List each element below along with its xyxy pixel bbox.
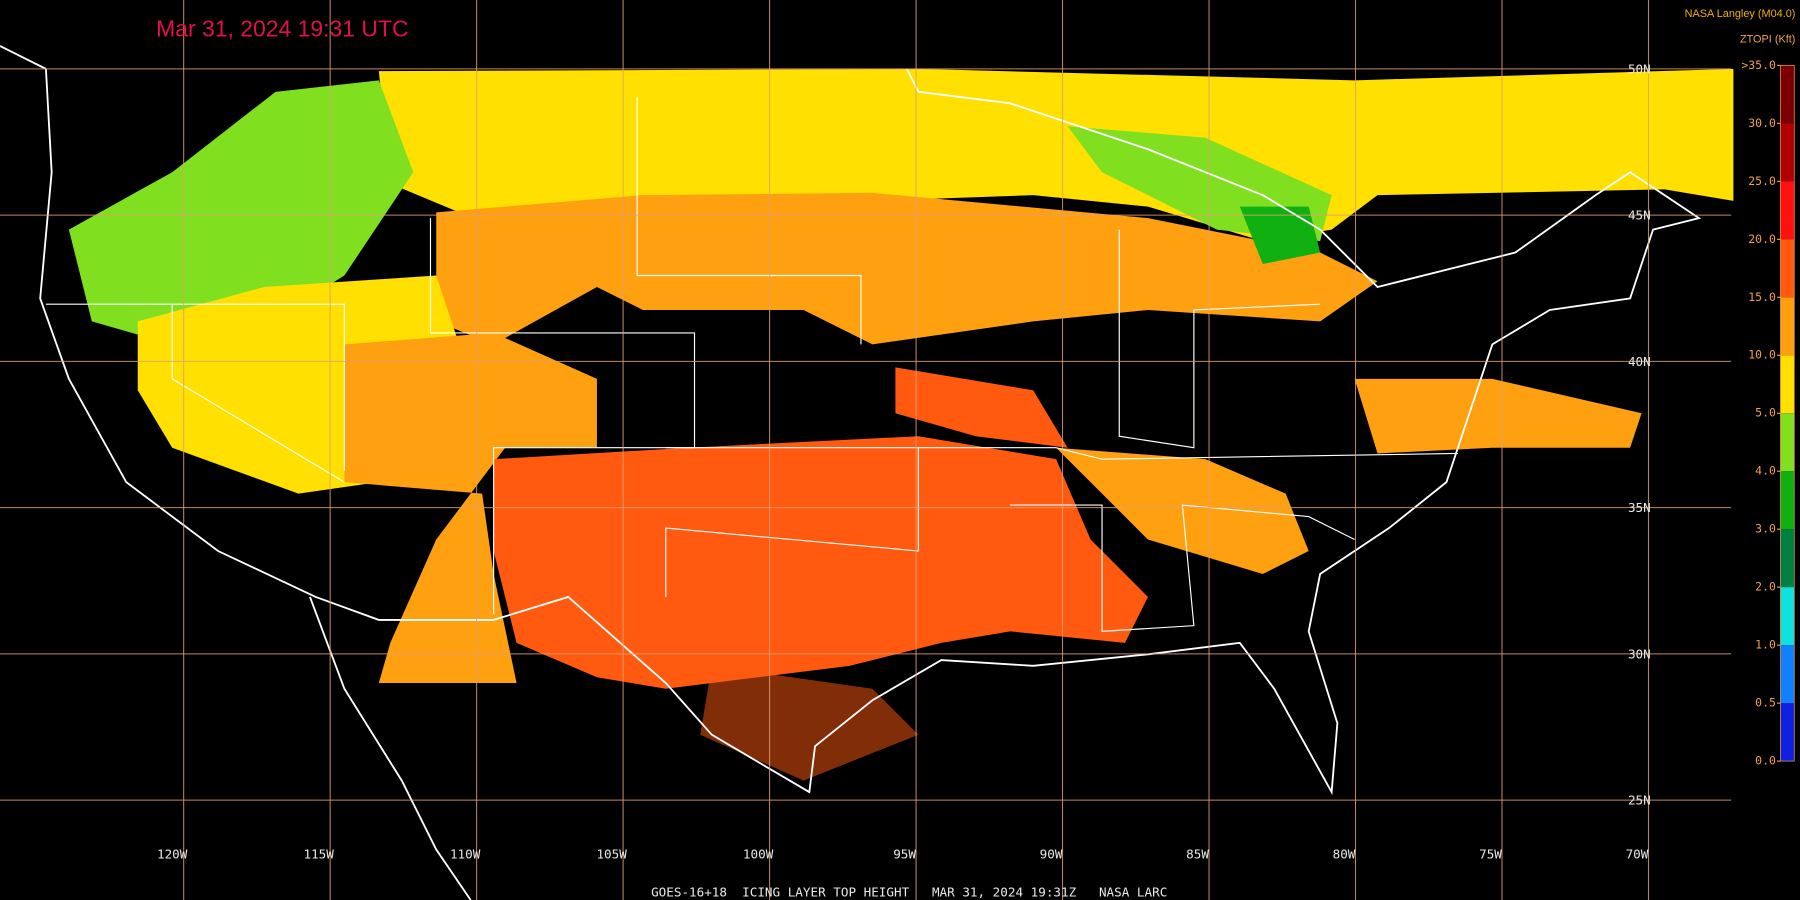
- longitude-label: 90W: [1040, 847, 1063, 862]
- colorbar: >35.0 30.0 25.0 20.0 15.0 10.0 5.0 4.0 3.0 2.0 1.0…: [1741, 58, 1795, 768]
- colorbar-label: 0.0: [1755, 754, 1776, 768]
- latitude-label: 30N: [1628, 646, 1651, 661]
- state-line: [636, 97, 862, 345]
- colorbar-swatch: [1780, 703, 1795, 762]
- colorbar-swatch: [1780, 471, 1795, 530]
- timestamp: Mar 31, 2024 19:31 UTC: [156, 16, 408, 42]
- longitude-label: 75W: [1479, 847, 1502, 862]
- latitude-label: 45N: [1628, 208, 1651, 223]
- colorbar-label: 25.0: [1748, 174, 1776, 188]
- longitude-label: 105W: [596, 847, 627, 862]
- colorbar-swatch: [1780, 355, 1795, 414]
- longitude-label: 110W: [450, 847, 481, 862]
- colorbar-swatch: [1780, 239, 1795, 298]
- colorbar-label: 1.0: [1755, 638, 1776, 652]
- state-line: [1010, 504, 1355, 632]
- cloud-green-dark: [1239, 206, 1321, 265]
- graticule-labels: 120W 115W 110W 105W 100W 95W 90W 85W 80W 75W 70W 50…: [157, 61, 1651, 861]
- mexico-coast: [309, 596, 472, 900]
- colorbar-swatch: [1780, 181, 1795, 240]
- colorbar-label: 4.0: [1755, 464, 1776, 478]
- colorbar-label: >35.0: [1741, 58, 1776, 72]
- cloud-green-west: [68, 80, 414, 345]
- state-line: [665, 447, 919, 597]
- longitude-label: 100W: [743, 847, 774, 862]
- colorbar-frame: [1780, 65, 1795, 762]
- latitude-label: 35N: [1628, 500, 1651, 515]
- state-lines: [45, 97, 1458, 632]
- colorbar-label: 15.0: [1748, 290, 1776, 304]
- colorbar-label: 20.0: [1748, 232, 1776, 246]
- product: ZTOPI (Kft): [1740, 33, 1795, 45]
- colorbar-swatch: [1780, 123, 1795, 182]
- state-line: [429, 218, 696, 615]
- state-line: [45, 303, 345, 471]
- colorbar-swatch: [1780, 529, 1795, 588]
- state-line: [918, 447, 1458, 460]
- cloud-orange-midwest: [895, 367, 1068, 448]
- colorbar-label: 3.0: [1755, 522, 1776, 536]
- coastlines: [0, 45, 1702, 900]
- longitude-label: 85W: [1186, 847, 1209, 862]
- latitude-label: 50N: [1628, 61, 1651, 76]
- colorbar-swatch: [1780, 645, 1795, 704]
- colorbar-swatch: [1780, 413, 1795, 472]
- source: NASA Langley (M04.0): [1685, 8, 1796, 20]
- colorbar-label: 30.0: [1748, 116, 1776, 130]
- state-line: [1118, 229, 1321, 449]
- cloud-red-orange-south: [493, 436, 1148, 689]
- colorbar-label: 0.5: [1755, 696, 1776, 710]
- cloud-texas-scatter: [700, 665, 919, 781]
- colorbar-swatch: [1780, 587, 1795, 646]
- latitude-label: 40N: [1628, 354, 1651, 369]
- longitude-label: 80W: [1333, 847, 1356, 862]
- colorbar-swatch: [1780, 297, 1795, 356]
- longitude-label: 115W: [303, 847, 334, 862]
- us-outline: [39, 68, 1702, 796]
- longitude-label: 120W: [157, 847, 188, 862]
- colorbar-label: 10.0: [1748, 348, 1776, 362]
- latitude-label: 25N: [1628, 793, 1651, 808]
- colorbar-label: 2.0: [1755, 580, 1776, 594]
- colorbar-swatch: [1780, 65, 1795, 124]
- state-line: [171, 304, 345, 483]
- cloud-orange-central: [436, 192, 1378, 345]
- colorbar-label: 5.0: [1755, 406, 1776, 420]
- footer: GOES-16+18 ICING LAYER TOP HEIGHT MAR 31…: [651, 885, 1167, 900]
- longitude-label: 95W: [893, 847, 916, 862]
- cloud-field: [68, 68, 1734, 781]
- graticule: [0, 0, 1732, 900]
- longitude-label: 70W: [1626, 847, 1649, 862]
- canada-coast: [0, 45, 47, 70]
- cloud-orange-east: [1354, 378, 1642, 454]
